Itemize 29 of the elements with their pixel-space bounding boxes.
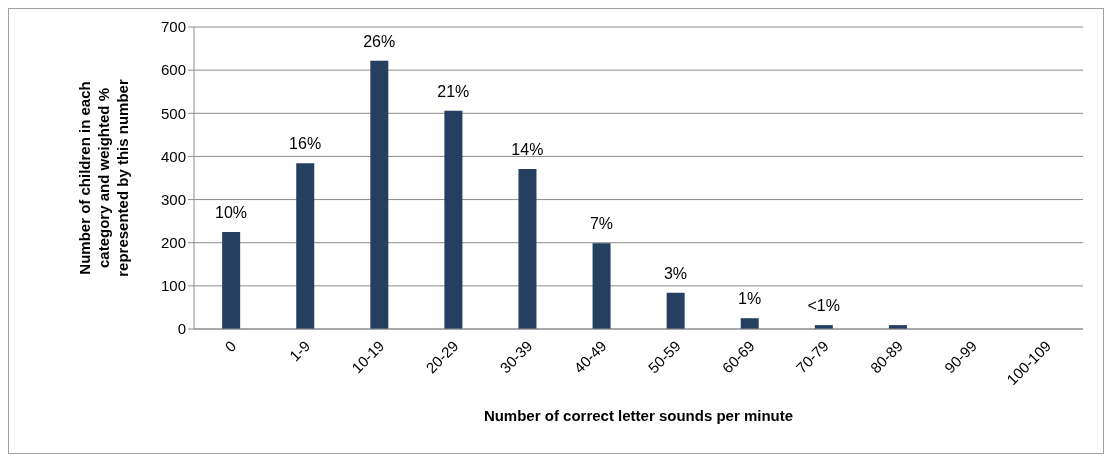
x-axis-title: Number of correct letter sounds per minute: [483, 407, 794, 424]
annotation: 21%: [437, 82, 470, 100]
annotation: 14%: [511, 140, 544, 158]
annotation: 7%: [589, 215, 614, 233]
bar: [222, 231, 241, 329]
y-tick-label: 400: [160, 147, 186, 165]
bar: [370, 60, 389, 329]
y-tick-label: 300: [160, 190, 186, 208]
bar: [444, 110, 463, 329]
y-tick-label: 0: [177, 320, 186, 338]
annotation: 26%: [363, 32, 396, 50]
bar: [296, 163, 315, 329]
annotation: 1%: [738, 290, 762, 308]
x-tick-label: 1-9: [285, 337, 314, 365]
annotation: <1%: [807, 297, 840, 315]
bar: [592, 243, 611, 329]
annotation: 16%: [289, 135, 322, 153]
y-tick-label: 500: [160, 104, 186, 122]
y-tick-label: 700: [160, 18, 186, 36]
bar: [666, 292, 685, 329]
y-tick-label: 600: [160, 61, 186, 79]
y-axis-title: Number of children in each category and weighted % represented by this number: [76, 79, 131, 277]
bar: [518, 168, 537, 329]
bar: [740, 318, 759, 329]
y-tick-label: 100: [160, 277, 186, 295]
y-tick-label: 200: [160, 234, 186, 252]
annotation: 10%: [215, 203, 248, 221]
x-tick-label: 0: [221, 337, 240, 356]
annotation: 3%: [663, 264, 688, 282]
